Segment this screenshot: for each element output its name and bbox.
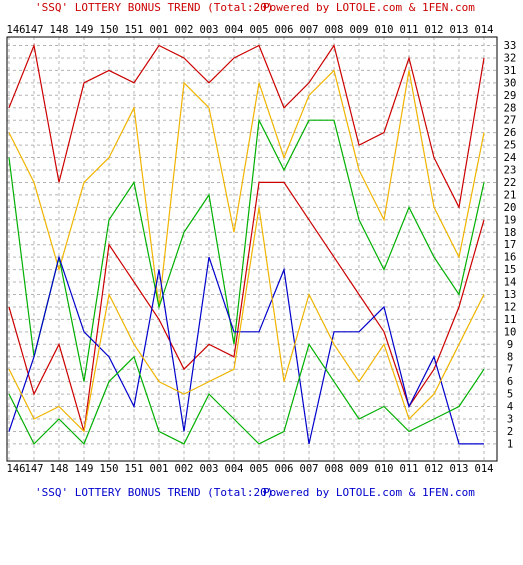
header-powered: Powered by LOTOLE.com & 1FEN.com [263, 1, 475, 14]
x-tick-label-bottom: 011 [400, 463, 419, 475]
x-tick-label-bottom: 007 [300, 463, 319, 475]
series-line-3 [8, 118, 485, 382]
y-tick-label: 7 [507, 364, 513, 376]
series-line-2 [8, 69, 485, 307]
x-tick-label-bottom: 005 [250, 463, 269, 475]
x-tick-label-bottom: 012 [425, 463, 444, 475]
y-tick-label: 29 [504, 90, 517, 102]
y-tick-label: 10 [504, 326, 517, 338]
y-tick-label: 11 [504, 314, 517, 326]
x-tick-label-bottom: 150 [100, 463, 119, 475]
y-tick-label: 25 [504, 140, 517, 152]
y-tick-label: 6 [507, 376, 513, 388]
x-tick-label-bottom: 004 [225, 463, 244, 475]
x-tick-label-bottom: 014 [475, 463, 494, 475]
y-tick-label: 8 [507, 351, 513, 363]
x-tick-label-top: 006 [275, 24, 294, 36]
x-tick-label-bottom: 148 [50, 463, 69, 475]
y-tick-label: 26 [504, 127, 517, 139]
x-tick-label-top: 151 [125, 24, 144, 36]
series-line-7 [8, 342, 485, 445]
y-tick-label: 16 [504, 252, 517, 264]
y-tick-label: 12 [504, 301, 517, 313]
x-tick-label-bottom: 003 [200, 463, 219, 475]
y-tick-label: 33 [504, 40, 517, 52]
x-tick-label-top: 148 [50, 24, 69, 36]
y-tick-label: 20 [504, 202, 517, 214]
y-tick-label: 32 [504, 52, 517, 64]
y-tick-label: 30 [504, 77, 517, 89]
y-tick-label: 3 [507, 414, 513, 426]
y-tick-label: 31 [504, 65, 517, 77]
plot-border [6, 36, 498, 462]
series-line-6 [8, 207, 485, 433]
x-tick-label-bottom: 013 [450, 463, 469, 475]
x-tick-label-top: 007 [300, 24, 319, 36]
x-tick-label-bottom: 151 [125, 463, 144, 475]
x-tick-label-top: 011 [400, 24, 419, 36]
y-tick-label: 4 [507, 401, 513, 413]
x-tick-label-top: 004 [225, 24, 244, 36]
header-title: 'SSQ' LOTTERY BONUS TREND (Total:20) [35, 1, 273, 14]
x-tick-label-top: 014 [475, 24, 494, 36]
x-tick-label-top: 147 [25, 24, 44, 36]
footer-title: 'SSQ' LOTTERY BONUS TREND (Total:20) [35, 486, 273, 499]
x-tick-label-top: 003 [200, 24, 219, 36]
y-tick-label: 9 [507, 339, 513, 351]
series-lines [8, 43, 485, 445]
series-line-5 [8, 254, 484, 445]
y-tick-label: 27 [504, 115, 517, 127]
series-line-4 [8, 181, 485, 432]
x-tick-label-bottom: 006 [275, 463, 294, 475]
y-tick-label: 18 [504, 227, 517, 239]
y-tick-label: 13 [504, 289, 517, 301]
footer-powered: Powered by LOTOLE.com & 1FEN.com [263, 486, 475, 499]
x-tick-label-bottom: 010 [375, 463, 394, 475]
x-axis-top-labels: 146 147 148 149 150 151 001 002 003 004 005 006 007 0… [7, 24, 494, 36]
y-tick-label: 19 [504, 214, 517, 226]
x-tick-label-top: 009 [350, 24, 369, 36]
x-tick-label-top: 012 [425, 24, 444, 36]
y-tick-label: 21 [504, 189, 517, 201]
y-axis-labels: 1234567891011121314151617181920212223242… [504, 40, 517, 450]
y-tick-label: 17 [504, 239, 517, 251]
x-tick-label-bottom: 002 [175, 463, 194, 475]
x-tick-label-top: 002 [175, 24, 194, 36]
x-axis-bottom-labels: 146 147 148 149 150 151 001 002 003 004 005 006 007 0… [7, 463, 494, 475]
series-line-1 [8, 43, 485, 210]
y-tick-label: 14 [504, 277, 517, 289]
x-tick-label-bottom: 001 [150, 463, 169, 475]
y-tick-label: 22 [504, 177, 517, 189]
y-tick-label: 1 [507, 438, 513, 450]
x-tick-label-top: 013 [450, 24, 469, 36]
x-tick-label-top: 146 [7, 24, 26, 36]
y-tick-label: 24 [504, 152, 517, 164]
x-tick-label-bottom: 149 [75, 463, 94, 475]
y-tick-label: 28 [504, 102, 517, 114]
x-tick-label-top: 001 [150, 24, 169, 36]
x-tick-label-bottom: 009 [350, 463, 369, 475]
x-tick-label-bottom: 146 [7, 463, 26, 475]
x-tick-label-top: 008 [325, 24, 344, 36]
x-tick-label-top: 005 [250, 24, 269, 36]
y-tick-label: 5 [507, 389, 513, 401]
x-tick-label-bottom: 147 [25, 463, 44, 475]
y-tick-label: 2 [507, 426, 513, 438]
x-tick-label-bottom: 008 [325, 463, 344, 475]
y-tick-label: 15 [504, 264, 517, 276]
x-tick-label-top: 010 [375, 24, 394, 36]
x-tick-label-top: 150 [100, 24, 119, 36]
x-tick-label-top: 149 [75, 24, 94, 36]
y-tick-label: 23 [504, 165, 517, 177]
